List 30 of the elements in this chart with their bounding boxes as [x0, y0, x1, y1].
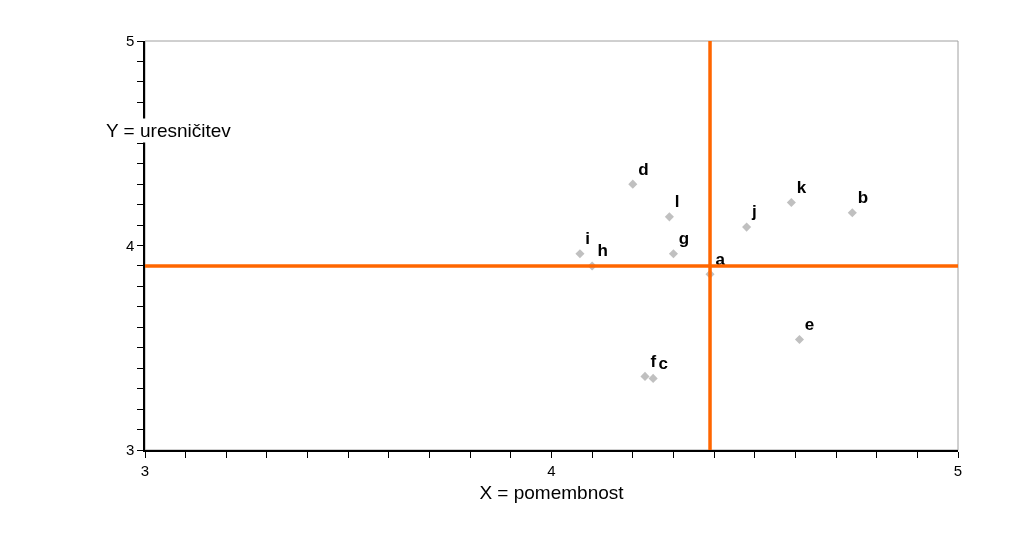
data-label: g — [678, 229, 690, 249]
data-label: d — [638, 159, 649, 179]
x-tick-label: 4 — [547, 461, 556, 479]
point — [794, 335, 805, 345]
data-label: a — [715, 249, 726, 269]
point — [575, 249, 585, 259]
y-axis-title: Y = uresničitev — [106, 120, 232, 141]
data-label: i — [585, 229, 591, 249]
point — [847, 208, 857, 218]
point — [742, 222, 752, 232]
x-axis-title: X = pomembnost — [479, 482, 625, 504]
point — [668, 249, 678, 259]
point — [786, 198, 796, 208]
data-label: l — [674, 192, 680, 212]
data-label: k — [796, 177, 807, 197]
x-tick-label: 5 — [953, 461, 963, 479]
data-label: j — [750, 202, 757, 222]
point — [640, 371, 650, 381]
point — [664, 212, 674, 222]
data-label: c — [658, 353, 668, 373]
data-label: e — [804, 314, 815, 334]
point — [628, 179, 638, 189]
data-label: h — [597, 241, 608, 261]
y-tick-label: 4 — [125, 236, 135, 254]
data-label: f — [650, 351, 657, 371]
y-tick-label: 3 — [125, 441, 135, 459]
x-tick-label: 3 — [140, 461, 150, 479]
data-label: b — [857, 188, 869, 208]
point — [648, 373, 658, 383]
y-tick-label: 5 — [125, 32, 135, 50]
